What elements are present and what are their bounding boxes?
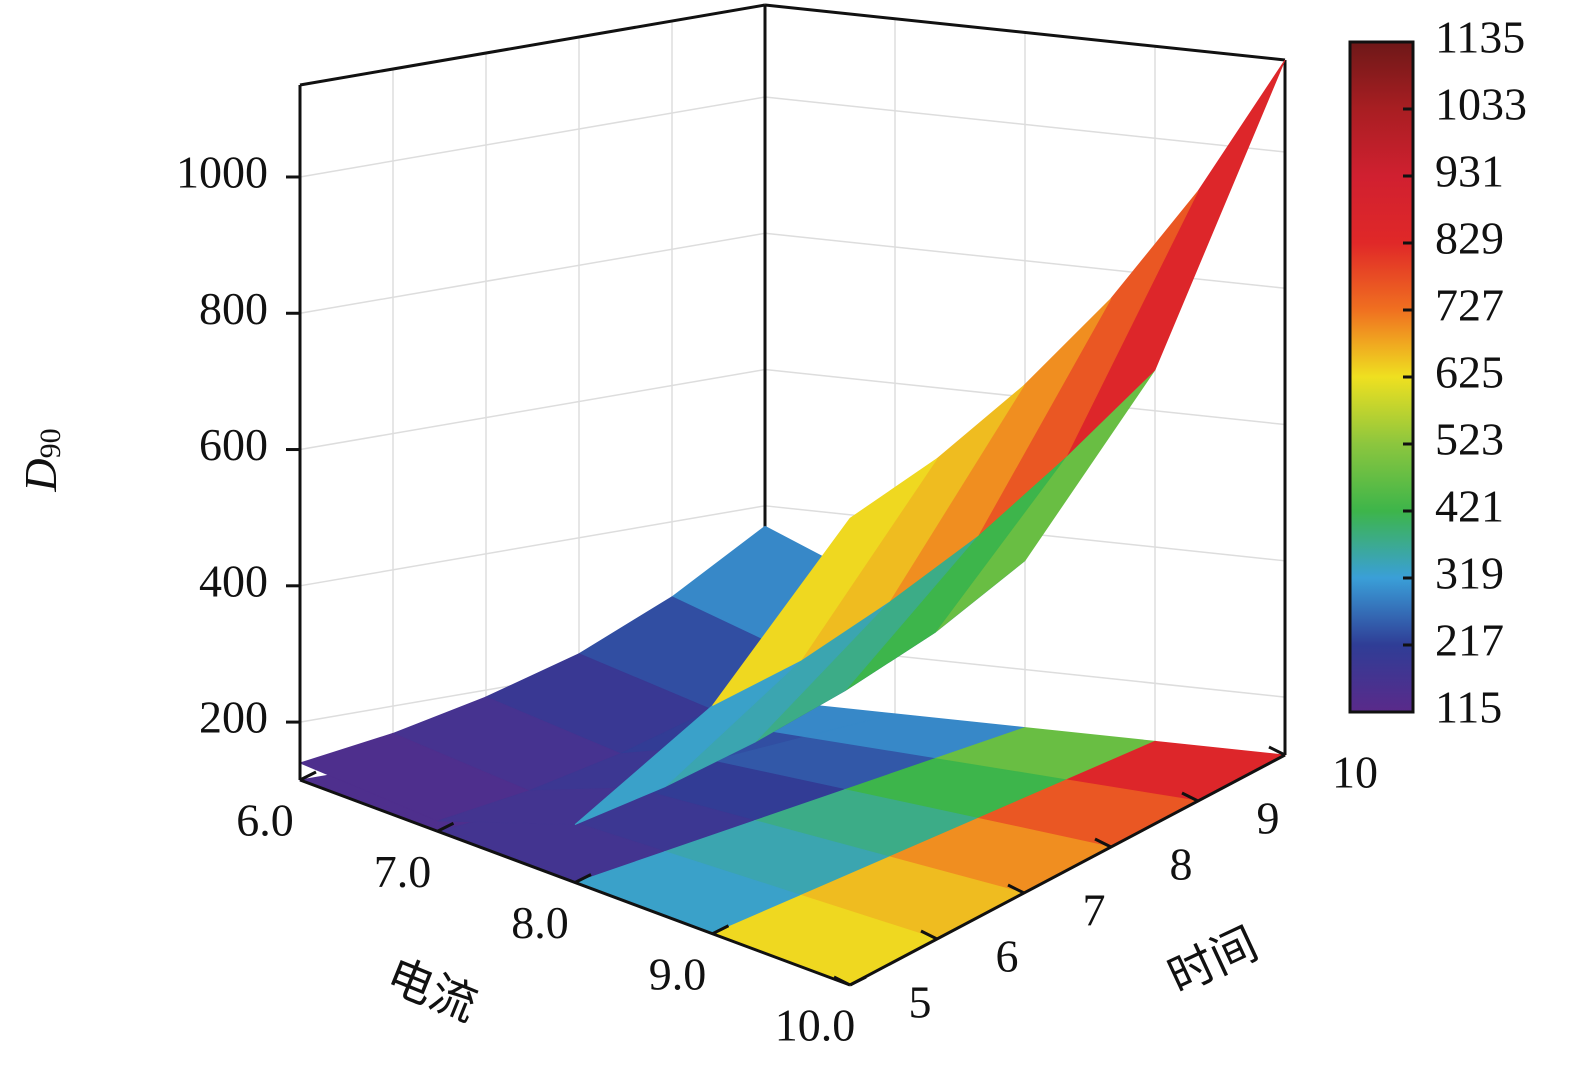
colorbar-tick-label: 931 xyxy=(1435,146,1504,197)
z-label-main: D xyxy=(15,458,66,492)
colorbar-tick-label: 625 xyxy=(1435,347,1504,398)
y-tick xyxy=(1094,837,1112,849)
z-tick-label: 200 xyxy=(199,692,268,743)
x-tick xyxy=(436,821,455,833)
y-tick-label: 9 xyxy=(1257,793,1280,844)
z-tick-label: 600 xyxy=(199,419,268,470)
grid-line xyxy=(299,96,766,178)
colorbar-tick-label: 727 xyxy=(1435,280,1504,331)
axis-edge xyxy=(764,3,1286,62)
colorbar-tick-label: 421 xyxy=(1435,481,1504,532)
axis-edge xyxy=(849,753,1286,987)
x-tick-label: 9.0 xyxy=(649,948,707,999)
y-tick-label: 6 xyxy=(996,931,1019,982)
x-axis-label: 电流 xyxy=(380,950,484,1032)
x-tick-label: 6.0 xyxy=(236,795,294,846)
colorbar-tick-label: 217 xyxy=(1435,615,1504,666)
y-tick xyxy=(1268,745,1286,757)
surface-cell xyxy=(712,458,938,706)
colorbar-tick-label: 1135 xyxy=(1435,12,1525,63)
y-tick xyxy=(833,975,851,987)
z-axis-label: D90 xyxy=(15,428,67,492)
y-axis-label: 时间 xyxy=(1160,918,1265,1003)
x-tick-label: 7.0 xyxy=(374,846,432,897)
colorbar-tick-label: 115 xyxy=(1435,682,1502,733)
colorbar-tick-label: 319 xyxy=(1435,548,1504,599)
y-tick xyxy=(1007,883,1025,895)
surface-cell xyxy=(977,190,1199,536)
z-label-sub: 90 xyxy=(34,428,67,458)
y-tick xyxy=(1181,791,1199,803)
x-tick xyxy=(711,924,730,936)
z-tick-label: 400 xyxy=(199,555,268,606)
x-tick-label: 8.0 xyxy=(511,897,569,948)
surface-cell xyxy=(1066,59,1286,457)
colorbar-tick-label: 1033 xyxy=(1435,79,1527,130)
grid-line xyxy=(299,368,766,451)
x-tick xyxy=(299,770,317,782)
y-tick-label: 8 xyxy=(1170,839,1193,890)
x-tick xyxy=(574,873,592,884)
grid-line xyxy=(299,505,766,587)
axis-edge xyxy=(299,3,766,87)
y-tick-label: 5 xyxy=(909,977,932,1028)
colorbar xyxy=(1348,40,1415,714)
x-tick-label: 10.0 xyxy=(775,1000,856,1051)
z-tick-label: 1000 xyxy=(176,147,268,198)
x-tick xyxy=(849,975,867,987)
y-tick-label: 7 xyxy=(1083,885,1106,936)
colorbar-tick-label: 523 xyxy=(1435,414,1504,465)
y-tick-label: 10 xyxy=(1332,747,1378,798)
colorbar-tick-label: 829 xyxy=(1435,213,1504,264)
y-tick xyxy=(920,929,938,941)
grid-line xyxy=(299,232,766,314)
z-tick-label: 800 xyxy=(199,283,268,334)
